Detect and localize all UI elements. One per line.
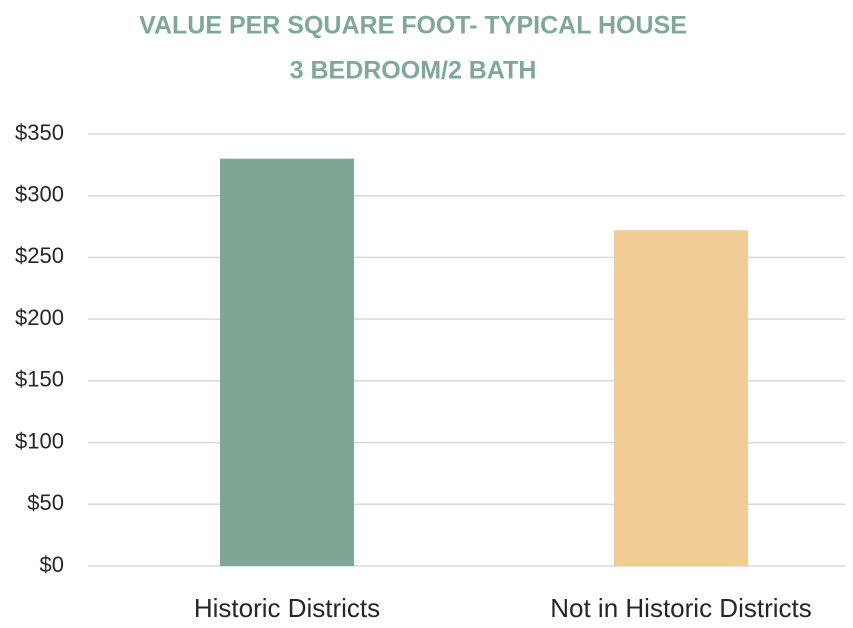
y-tick-label: $300 bbox=[15, 182, 64, 207]
chart-title: VALUE PER SQUARE FOOT- TYPICAL HOUSE bbox=[139, 12, 687, 40]
bar bbox=[614, 230, 748, 566]
y-tick-label: $250 bbox=[15, 243, 64, 268]
chart-subtitle: 3 BEDROOM/2 BATH bbox=[290, 57, 537, 85]
x-tick-label: Historic Districts bbox=[194, 593, 380, 623]
y-tick-label: $150 bbox=[15, 367, 64, 392]
y-tick-label: $0 bbox=[40, 552, 64, 577]
y-tick-label: $200 bbox=[15, 305, 64, 330]
bar bbox=[220, 158, 354, 566]
y-tick-label: $100 bbox=[15, 428, 64, 453]
y-tick-label: $50 bbox=[27, 490, 64, 515]
y-tick-label: $350 bbox=[15, 120, 64, 145]
x-tick-label: Not in Historic Districts bbox=[550, 593, 811, 623]
